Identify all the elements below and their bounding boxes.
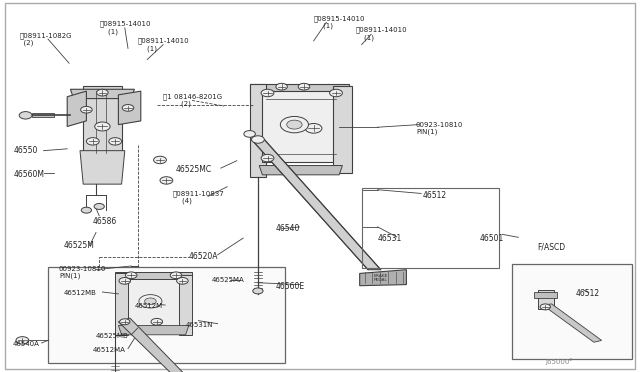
Polygon shape xyxy=(80,151,125,184)
Polygon shape xyxy=(115,272,192,283)
Polygon shape xyxy=(83,86,122,154)
Polygon shape xyxy=(262,91,339,162)
Polygon shape xyxy=(179,275,192,335)
Text: BRAKE
PEDAL: BRAKE PEDAL xyxy=(374,273,388,282)
Text: 46520A: 46520A xyxy=(189,252,218,261)
Text: 46501: 46501 xyxy=(480,234,504,243)
Circle shape xyxy=(298,83,310,90)
Polygon shape xyxy=(70,89,134,99)
Circle shape xyxy=(139,295,162,308)
Circle shape xyxy=(19,112,32,119)
Polygon shape xyxy=(543,304,602,342)
Text: 46540: 46540 xyxy=(275,224,300,233)
Text: 46512MB: 46512MB xyxy=(64,290,97,296)
Text: Ⓠ08915-14010
    (1): Ⓠ08915-14010 (1) xyxy=(99,21,150,35)
Text: 46525MB: 46525MB xyxy=(96,333,129,339)
Polygon shape xyxy=(115,273,128,335)
Text: 46525MC: 46525MC xyxy=(176,165,212,174)
Text: 46540A: 46540A xyxy=(13,341,40,347)
Circle shape xyxy=(94,203,104,209)
Circle shape xyxy=(160,177,173,184)
Bar xyxy=(512,264,632,359)
Polygon shape xyxy=(118,91,141,125)
Polygon shape xyxy=(118,318,195,372)
Circle shape xyxy=(305,124,322,133)
Text: ⓝ08911-14010
    (1): ⓝ08911-14010 (1) xyxy=(355,26,407,41)
Polygon shape xyxy=(333,86,352,173)
Text: 46550: 46550 xyxy=(14,146,38,155)
Circle shape xyxy=(145,298,156,305)
Circle shape xyxy=(253,288,263,294)
Circle shape xyxy=(16,337,29,344)
Circle shape xyxy=(125,272,137,279)
Polygon shape xyxy=(538,290,554,309)
Circle shape xyxy=(280,116,308,133)
Circle shape xyxy=(154,156,166,164)
Circle shape xyxy=(261,89,274,97)
Circle shape xyxy=(119,278,131,284)
Text: ⓝ08911-10837
    (4): ⓝ08911-10837 (4) xyxy=(173,190,225,204)
Polygon shape xyxy=(118,326,189,335)
Text: 46525M: 46525M xyxy=(64,241,95,250)
Text: 46512MA: 46512MA xyxy=(93,347,125,353)
Circle shape xyxy=(287,120,302,129)
Text: J65000²: J65000² xyxy=(545,358,573,365)
Text: 46531N: 46531N xyxy=(186,322,213,328)
Circle shape xyxy=(81,106,92,113)
Circle shape xyxy=(120,319,130,325)
Bar xyxy=(32,113,54,117)
Text: 46525MA: 46525MA xyxy=(211,277,244,283)
Polygon shape xyxy=(67,91,86,126)
Polygon shape xyxy=(250,84,349,97)
Text: 46560E: 46560E xyxy=(275,282,305,291)
Circle shape xyxy=(330,89,342,97)
Polygon shape xyxy=(250,84,266,177)
Polygon shape xyxy=(534,292,557,298)
Text: 46512: 46512 xyxy=(576,289,600,298)
Bar xyxy=(362,188,499,268)
Text: ⓝ08911-1082G
  (2): ⓝ08911-1082G (2) xyxy=(19,32,72,46)
Text: 46512: 46512 xyxy=(422,191,447,200)
Circle shape xyxy=(122,105,134,111)
Text: 46531: 46531 xyxy=(378,234,402,243)
Text: ⓝ08911-14010
    (1): ⓝ08911-14010 (1) xyxy=(138,38,189,52)
Text: 00923-10810
PIN(1): 00923-10810 PIN(1) xyxy=(59,266,106,279)
Text: 46512M: 46512M xyxy=(134,303,163,309)
Circle shape xyxy=(276,83,287,90)
Text: ␒1 08146-8201G
        (2): ␒1 08146-8201G (2) xyxy=(163,93,222,108)
Circle shape xyxy=(109,138,122,145)
Circle shape xyxy=(540,304,550,310)
Circle shape xyxy=(95,122,110,131)
Circle shape xyxy=(151,318,163,325)
Polygon shape xyxy=(118,279,186,326)
Polygon shape xyxy=(252,140,381,270)
Circle shape xyxy=(252,136,264,143)
Polygon shape xyxy=(360,270,406,286)
Circle shape xyxy=(97,89,108,96)
Circle shape xyxy=(170,272,182,279)
Circle shape xyxy=(261,154,274,162)
Text: Ⓠ08915-14010
    (1): Ⓠ08915-14010 (1) xyxy=(314,15,365,29)
Polygon shape xyxy=(259,166,342,175)
Circle shape xyxy=(86,138,99,145)
Text: 46560M: 46560M xyxy=(14,170,45,179)
Circle shape xyxy=(177,278,188,284)
Text: F/ASCD: F/ASCD xyxy=(538,243,566,252)
Circle shape xyxy=(244,131,255,137)
Bar xyxy=(48,267,285,363)
Circle shape xyxy=(81,207,92,213)
Text: 00923-10810
PIN(1): 00923-10810 PIN(1) xyxy=(416,122,463,135)
Text: 46586: 46586 xyxy=(93,217,117,226)
